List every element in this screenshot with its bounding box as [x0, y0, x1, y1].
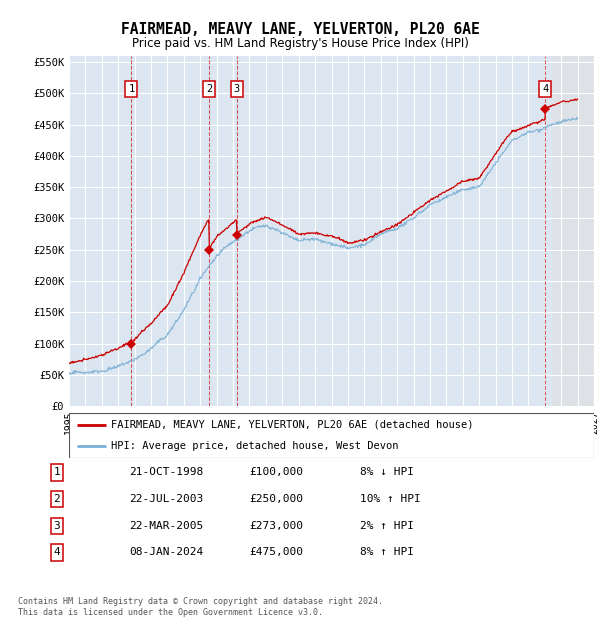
Text: £273,000: £273,000	[249, 521, 303, 531]
Text: £100,000: £100,000	[249, 467, 303, 477]
Text: 10% ↑ HPI: 10% ↑ HPI	[360, 494, 421, 504]
Text: £475,000: £475,000	[249, 547, 303, 557]
Text: Price paid vs. HM Land Registry's House Price Index (HPI): Price paid vs. HM Land Registry's House …	[131, 37, 469, 50]
Text: 1: 1	[128, 84, 134, 94]
Text: 22-MAR-2005: 22-MAR-2005	[129, 521, 203, 531]
Text: 2: 2	[206, 84, 212, 94]
FancyBboxPatch shape	[69, 413, 594, 458]
Text: 3: 3	[233, 84, 240, 94]
Text: 2% ↑ HPI: 2% ↑ HPI	[360, 521, 414, 531]
Text: Contains HM Land Registry data © Crown copyright and database right 2024.
This d: Contains HM Land Registry data © Crown c…	[18, 598, 383, 617]
Text: 21-OCT-1998: 21-OCT-1998	[129, 467, 203, 477]
Text: 2: 2	[53, 494, 61, 504]
Text: 3: 3	[53, 521, 61, 531]
Text: £250,000: £250,000	[249, 494, 303, 504]
Bar	[553, 56, 594, 406]
Text: 8% ↓ HPI: 8% ↓ HPI	[360, 467, 414, 477]
Text: FAIRMEAD, MEAVY LANE, YELVERTON, PL20 6AE: FAIRMEAD, MEAVY LANE, YELVERTON, PL20 6A…	[121, 22, 479, 37]
Text: 22-JUL-2003: 22-JUL-2003	[129, 494, 203, 504]
Text: 4: 4	[542, 84, 548, 94]
Text: FAIRMEAD, MEAVY LANE, YELVERTON, PL20 6AE (detached house): FAIRMEAD, MEAVY LANE, YELVERTON, PL20 6A…	[111, 420, 473, 430]
Bar	[553, 56, 594, 406]
Text: 4: 4	[53, 547, 61, 557]
Text: 1: 1	[53, 467, 61, 477]
Text: HPI: Average price, detached house, West Devon: HPI: Average price, detached house, West…	[111, 440, 398, 451]
Text: 08-JAN-2024: 08-JAN-2024	[129, 547, 203, 557]
Text: 8% ↑ HPI: 8% ↑ HPI	[360, 547, 414, 557]
